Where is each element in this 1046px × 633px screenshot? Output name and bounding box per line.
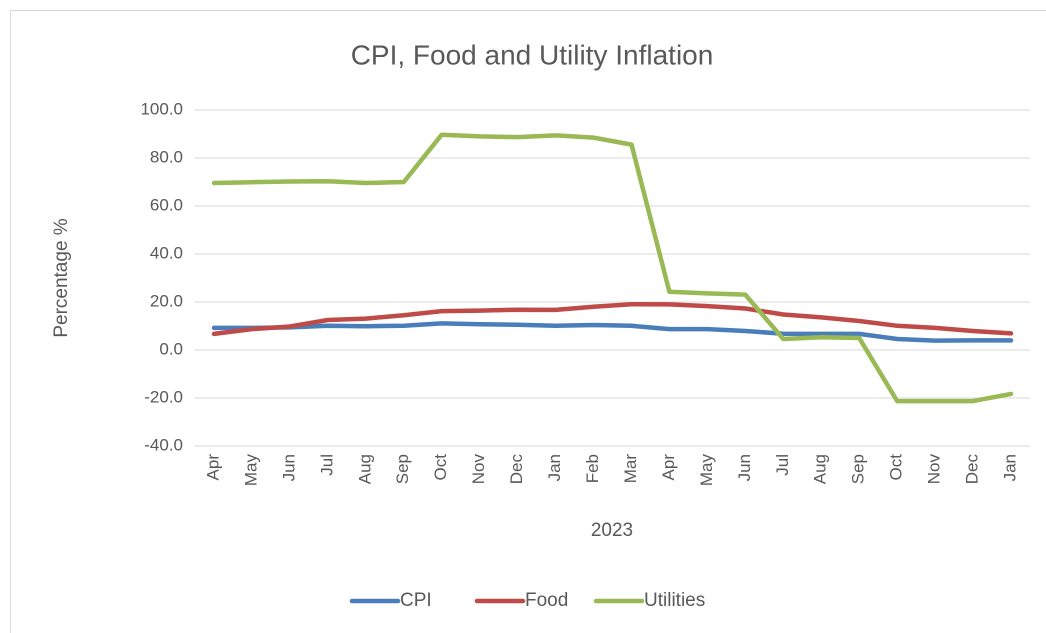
series-line bbox=[211, 301, 1014, 337]
series-line bbox=[211, 321, 1014, 343]
x-tick-label: May bbox=[697, 454, 716, 487]
x-tick-label: Dec bbox=[507, 454, 526, 485]
x-tick-label: Jan bbox=[1001, 454, 1020, 481]
y-tick-label: 0.0 bbox=[159, 339, 183, 358]
x-tick-label: Nov bbox=[925, 454, 944, 485]
x-tick-label: Dec bbox=[963, 454, 982, 485]
chart-title: CPI, Food and Utility Inflation bbox=[351, 39, 714, 70]
y-tick-label: 100.0 bbox=[140, 99, 183, 118]
x-tick-label: Feb bbox=[583, 454, 602, 483]
x-tick-label: Jun bbox=[279, 454, 298, 481]
x-tick-label: Jul bbox=[773, 454, 792, 476]
x-tick-label: Oct bbox=[431, 454, 450, 481]
legend-label: Food bbox=[525, 590, 568, 611]
y-tick-label: 20.0 bbox=[150, 291, 183, 310]
x-tick-label: Nov bbox=[469, 454, 488, 485]
x-tick-label: Mar bbox=[621, 454, 640, 484]
y-tick-label: 40.0 bbox=[150, 243, 183, 262]
legend-label: CPI bbox=[400, 590, 432, 611]
x-tick-label: Apr bbox=[659, 454, 678, 481]
x-tick-label: Sep bbox=[393, 454, 412, 484]
x-tick-label: Apr bbox=[203, 454, 222, 481]
y-tick-label: 60.0 bbox=[150, 195, 183, 214]
y-tick-label: -20.0 bbox=[144, 387, 183, 406]
x-tick-label: Aug bbox=[355, 454, 374, 484]
x-tick-label: Aug bbox=[811, 454, 830, 484]
x-tick-label: Oct bbox=[887, 454, 906, 481]
x-tick-label: May bbox=[241, 454, 260, 487]
x-tick-label: Jun bbox=[735, 454, 754, 481]
y-tick-label: -40.0 bbox=[144, 435, 183, 454]
x-axis-label: 2023 bbox=[591, 520, 633, 541]
series-line bbox=[211, 132, 1014, 404]
x-tick-label: Jul bbox=[317, 454, 336, 476]
y-axis-label: Percentage % bbox=[51, 218, 72, 337]
y-tick-label: 80.0 bbox=[150, 147, 183, 166]
x-tick-label: Sep bbox=[849, 454, 868, 484]
x-tick-label: Jan bbox=[545, 454, 564, 481]
legend-label: Utilities bbox=[644, 590, 705, 611]
